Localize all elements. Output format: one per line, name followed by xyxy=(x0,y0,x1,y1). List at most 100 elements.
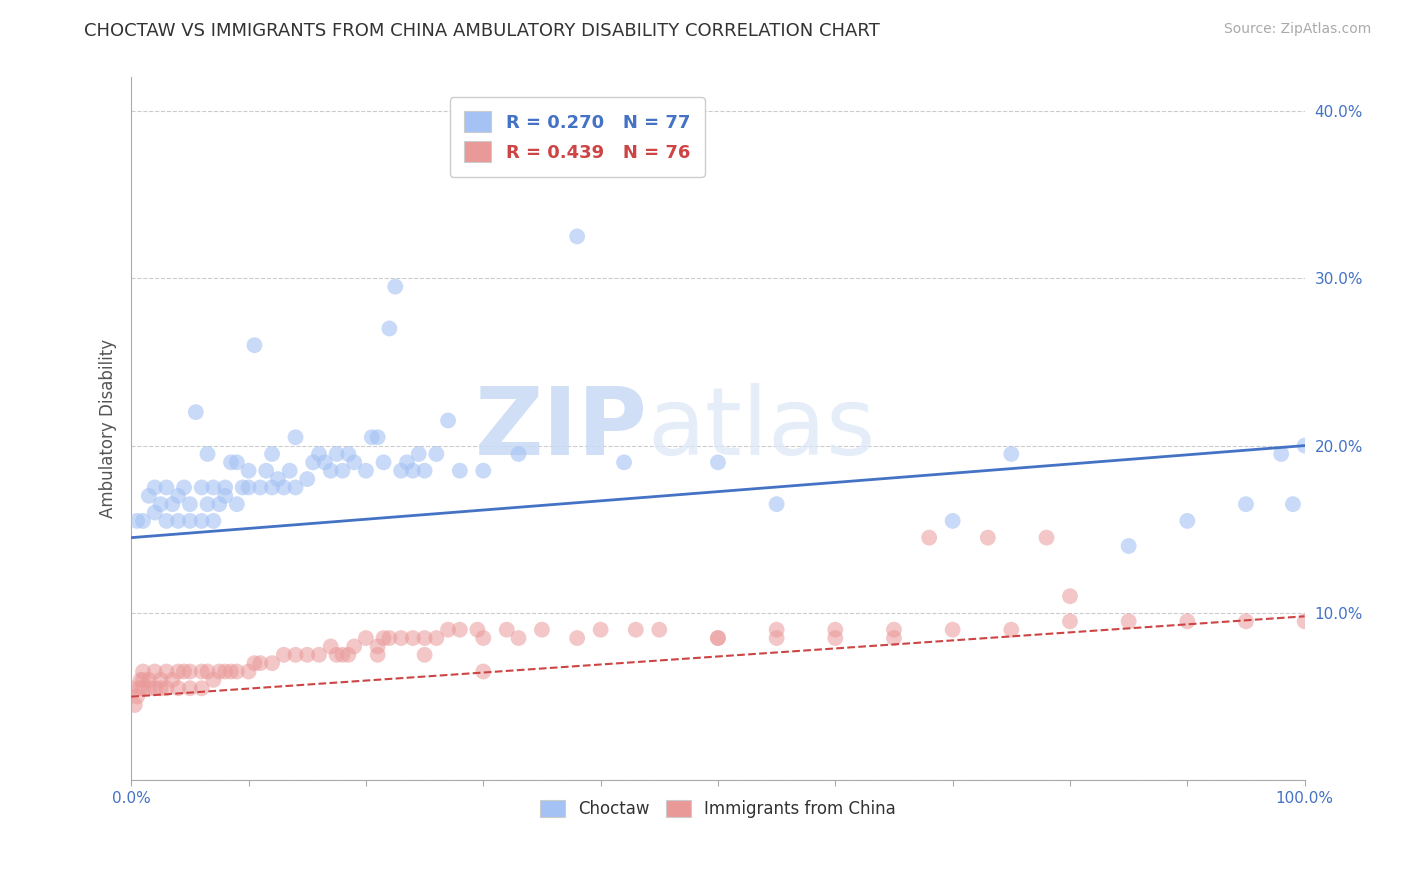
Point xyxy=(155,514,177,528)
Y-axis label: Ambulatory Disability: Ambulatory Disability xyxy=(100,339,117,518)
Point xyxy=(472,631,495,645)
Point xyxy=(1234,497,1257,511)
Point xyxy=(260,656,283,670)
Point xyxy=(319,640,342,654)
Point xyxy=(173,480,195,494)
Point xyxy=(314,455,336,469)
Point xyxy=(138,673,160,687)
Point xyxy=(308,648,330,662)
Point xyxy=(824,631,846,645)
Point xyxy=(354,631,377,645)
Point xyxy=(332,648,354,662)
Point xyxy=(138,681,160,696)
Point xyxy=(238,665,260,679)
Point xyxy=(202,514,225,528)
Point xyxy=(155,665,177,679)
Point xyxy=(124,698,146,712)
Point xyxy=(208,665,231,679)
Point xyxy=(243,338,266,352)
Point xyxy=(127,514,149,528)
Point xyxy=(278,464,301,478)
Point xyxy=(132,673,155,687)
Point xyxy=(149,497,172,511)
Point xyxy=(219,455,242,469)
Point xyxy=(367,648,389,662)
Point xyxy=(402,631,425,645)
Point xyxy=(149,681,172,696)
Point xyxy=(167,489,190,503)
Point xyxy=(332,464,354,478)
Point xyxy=(202,480,225,494)
Point xyxy=(373,455,395,469)
Point xyxy=(167,665,190,679)
Point xyxy=(260,480,283,494)
Text: atlas: atlas xyxy=(648,383,876,475)
Point xyxy=(613,455,636,469)
Point xyxy=(1000,623,1022,637)
Point xyxy=(284,480,307,494)
Point xyxy=(402,464,425,478)
Point xyxy=(367,430,389,444)
Point xyxy=(977,531,1000,545)
Point xyxy=(824,623,846,637)
Point xyxy=(208,497,231,511)
Point xyxy=(138,489,160,503)
Point xyxy=(179,665,201,679)
Point xyxy=(413,648,436,662)
Point xyxy=(225,455,247,469)
Point xyxy=(449,623,471,637)
Point xyxy=(232,480,254,494)
Point xyxy=(162,497,184,511)
Point xyxy=(354,464,377,478)
Point xyxy=(225,497,247,511)
Point xyxy=(408,447,430,461)
Point xyxy=(942,514,965,528)
Point xyxy=(918,531,941,545)
Point xyxy=(1118,615,1140,629)
Point xyxy=(127,690,149,704)
Point xyxy=(883,631,905,645)
Point xyxy=(325,648,347,662)
Point xyxy=(184,405,207,419)
Point xyxy=(273,648,295,662)
Point xyxy=(449,464,471,478)
Point xyxy=(308,447,330,461)
Point xyxy=(437,623,460,637)
Point xyxy=(297,472,319,486)
Point xyxy=(214,489,236,503)
Point xyxy=(155,681,177,696)
Point xyxy=(143,480,166,494)
Point xyxy=(190,665,212,679)
Point xyxy=(284,430,307,444)
Point xyxy=(143,681,166,696)
Point xyxy=(167,681,190,696)
Point xyxy=(162,673,184,687)
Point xyxy=(1175,514,1198,528)
Point xyxy=(765,497,787,511)
Point xyxy=(337,648,360,662)
Point xyxy=(238,464,260,478)
Point xyxy=(530,623,553,637)
Point xyxy=(325,447,347,461)
Point xyxy=(302,455,325,469)
Point xyxy=(128,681,150,696)
Point xyxy=(190,681,212,696)
Point xyxy=(319,464,342,478)
Point xyxy=(190,514,212,528)
Point xyxy=(132,514,155,528)
Text: CHOCTAW VS IMMIGRANTS FROM CHINA AMBULATORY DISABILITY CORRELATION CHART: CHOCTAW VS IMMIGRANTS FROM CHINA AMBULAT… xyxy=(84,22,880,40)
Point xyxy=(143,665,166,679)
Point xyxy=(373,631,395,645)
Text: ZIP: ZIP xyxy=(475,383,648,475)
Point xyxy=(765,631,787,645)
Point xyxy=(425,631,447,645)
Point xyxy=(707,631,730,645)
Point xyxy=(1294,439,1316,453)
Point xyxy=(1175,615,1198,629)
Point xyxy=(197,497,219,511)
Point xyxy=(238,480,260,494)
Point xyxy=(367,640,389,654)
Point xyxy=(155,480,177,494)
Point xyxy=(437,413,460,427)
Point xyxy=(765,623,787,637)
